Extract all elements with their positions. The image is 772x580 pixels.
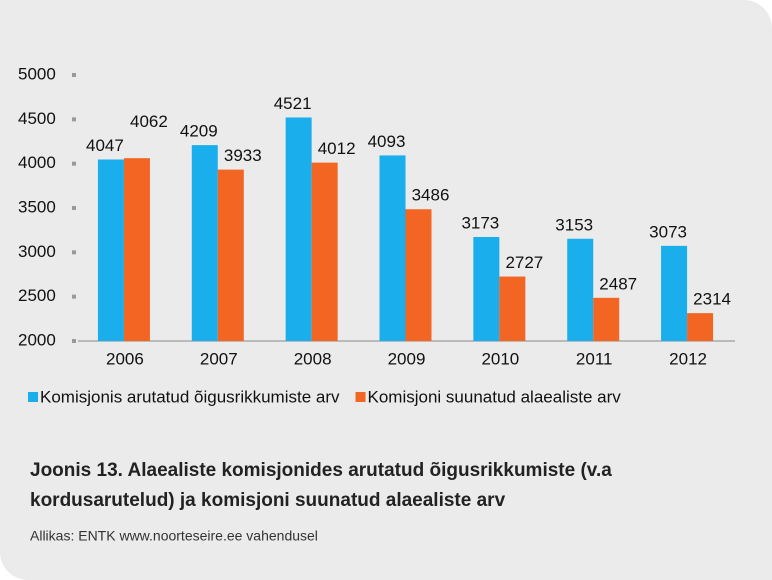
bar bbox=[379, 155, 406, 341]
legend-swatch bbox=[355, 392, 366, 402]
bar bbox=[191, 145, 218, 341]
bar bbox=[687, 313, 714, 341]
data-label: 4093 bbox=[368, 132, 406, 151]
x-tick-label: 2008 bbox=[294, 349, 332, 368]
y-tick-label: 3000 bbox=[18, 242, 56, 261]
x-tick-label: 2006 bbox=[106, 349, 144, 368]
bar bbox=[97, 159, 124, 341]
tick-mark bbox=[72, 161, 76, 166]
bar bbox=[123, 158, 150, 341]
data-label: 3933 bbox=[224, 146, 262, 165]
data-label: 2314 bbox=[693, 290, 731, 309]
data-label: 4012 bbox=[318, 139, 356, 158]
data-label: 3153 bbox=[555, 215, 593, 234]
y-tick-label: 3500 bbox=[18, 197, 56, 216]
tick-mark bbox=[72, 339, 76, 343]
data-label: 3173 bbox=[461, 213, 499, 232]
tick-mark bbox=[72, 117, 76, 122]
bar bbox=[661, 245, 688, 341]
tick-mark bbox=[72, 294, 76, 299]
bar bbox=[593, 297, 620, 341]
data-label: 2487 bbox=[599, 274, 637, 293]
x-tick-label: 2010 bbox=[481, 349, 519, 368]
data-label: 3486 bbox=[412, 186, 450, 205]
source: Allikas: ENTK www.noorteseire.ee vahendu… bbox=[30, 528, 318, 544]
bar bbox=[405, 209, 432, 341]
bar bbox=[217, 169, 244, 341]
tick-mark bbox=[72, 206, 76, 210]
legend-label: Komisjonis arutatud õigusrikkumiste arv bbox=[40, 387, 340, 406]
y-tick-label: 4000 bbox=[18, 153, 56, 172]
x-tick-label: 2011 bbox=[576, 349, 613, 368]
legend-swatch bbox=[28, 392, 38, 402]
y-tick-label: 2000 bbox=[18, 330, 56, 349]
data-label: 4521 bbox=[274, 94, 312, 113]
y-tick-label: 4500 bbox=[18, 109, 56, 128]
bar bbox=[311, 162, 338, 341]
y-tick-label: 5000 bbox=[18, 64, 56, 83]
data-label: 2727 bbox=[505, 253, 543, 272]
data-label: 3073 bbox=[649, 222, 687, 241]
bar bbox=[499, 276, 526, 341]
x-tick-label: 2007 bbox=[200, 349, 238, 368]
bar bbox=[567, 238, 594, 341]
data-label: 4047 bbox=[86, 136, 124, 155]
caption-line: kordusarutelud) ja komisjoni suunatud al… bbox=[30, 490, 506, 511]
tick-mark bbox=[72, 250, 76, 255]
tick-mark bbox=[72, 73, 76, 77]
caption-line: Joonis 13. Alaealiste komisjonides aruta… bbox=[30, 460, 612, 481]
data-label: 4209 bbox=[180, 122, 218, 141]
bar bbox=[473, 236, 500, 341]
data-label: 4062 bbox=[130, 112, 168, 131]
legend-label: Komisjoni suunatud alaealiste arv bbox=[368, 387, 622, 406]
x-tick-label: 2012 bbox=[669, 349, 707, 368]
y-tick-label: 2500 bbox=[18, 286, 56, 305]
bar bbox=[285, 117, 312, 341]
x-tick-label: 2009 bbox=[388, 349, 426, 368]
